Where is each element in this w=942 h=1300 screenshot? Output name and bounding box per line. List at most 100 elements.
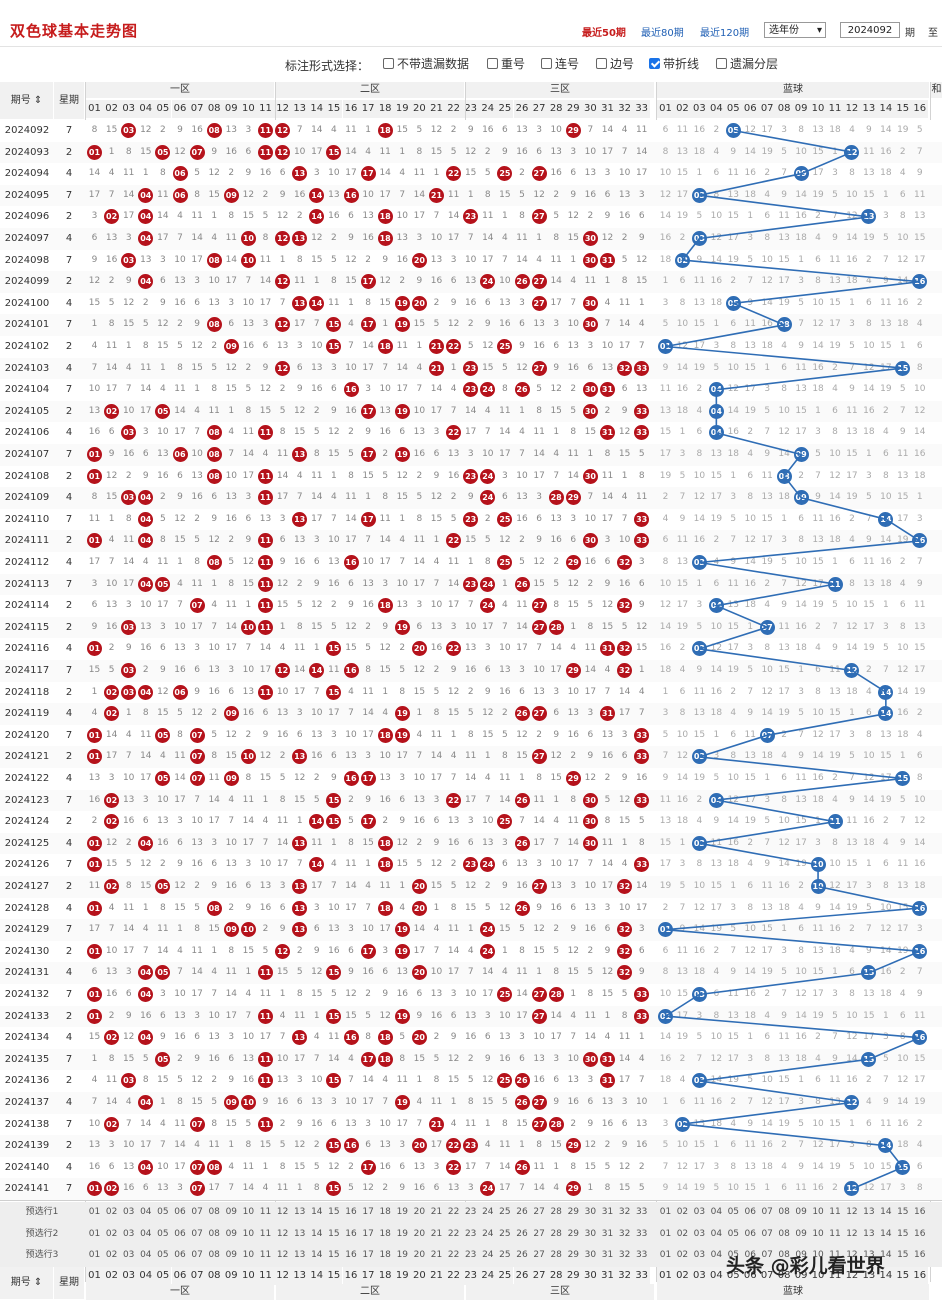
preset-cell[interactable]: 27 (533, 1228, 545, 1239)
preset-cell[interactable]: 17 (362, 1207, 374, 1217)
preset-cell[interactable]: 23 (464, 1228, 477, 1239)
preset-cell[interactable]: 01 (88, 1228, 101, 1239)
preset-cell[interactable]: 15 (328, 1250, 340, 1261)
option-2[interactable]: 重号 (487, 56, 525, 72)
col-issue-header[interactable]: 期号 ⇕ (0, 82, 53, 119)
preset-cell[interactable]: 12 (846, 1228, 858, 1239)
preset-cell[interactable]: 18 (379, 1228, 391, 1239)
preset-cell[interactable]: 33 (635, 1207, 648, 1217)
preset-cell[interactable]: 04 (710, 1228, 723, 1239)
preset-cell[interactable]: 26 (516, 1228, 528, 1239)
preset-cell[interactable]: 01 (659, 1228, 672, 1239)
preset-cell[interactable]: 16 (914, 1228, 926, 1239)
preset-cell[interactable]: 02 (676, 1228, 689, 1239)
preset-cell[interactable]: 22 (447, 1250, 460, 1261)
recent-120-link[interactable]: 最近120期 (700, 28, 750, 39)
preset-cell[interactable]: 18 (379, 1250, 391, 1261)
preset-cell[interactable]: 14 (880, 1207, 892, 1217)
preset-cell[interactable]: 18 (379, 1207, 391, 1217)
preset-cell[interactable]: 25 (499, 1207, 511, 1217)
preset-cell[interactable]: 08 (208, 1207, 220, 1217)
preset-cell[interactable]: 28 (550, 1207, 562, 1217)
preset-cell[interactable]: 13 (293, 1207, 306, 1217)
preset-cell[interactable]: 19 (396, 1228, 409, 1239)
preset-cell[interactable]: 14 (311, 1228, 323, 1239)
preset-cell[interactable]: 26 (516, 1250, 528, 1261)
recent-80-link[interactable]: 最近80期 (641, 28, 684, 39)
checkbox-icon[interactable] (383, 58, 394, 69)
preset-cell[interactable]: 03 (693, 1228, 706, 1239)
preset-cell[interactable]: 08 (778, 1228, 790, 1239)
preset-cell[interactable]: 10 (812, 1207, 824, 1217)
preset-cell[interactable]: 14 (311, 1207, 323, 1217)
preset-cell[interactable]: 03 (122, 1250, 135, 1261)
preset-cell[interactable]: 29 (567, 1207, 580, 1217)
preset-cell[interactable]: 19 (396, 1250, 409, 1261)
preset-cell[interactable]: 27 (533, 1207, 545, 1217)
preset-cell[interactable]: 06 (744, 1207, 756, 1217)
preset-cell[interactable]: 09 (795, 1207, 807, 1217)
preset-cell[interactable]: 07 (761, 1250, 773, 1261)
preset-cell[interactable]: 01 (88, 1250, 101, 1261)
preset-cell[interactable]: 32 (618, 1228, 631, 1239)
preset-cell[interactable]: 25 (499, 1250, 511, 1261)
option-5[interactable]: 带折线 (649, 56, 699, 72)
preset-cell[interactable]: 12 (846, 1207, 858, 1217)
preset-cell[interactable]: 06 (744, 1250, 756, 1261)
preset-cell[interactable]: 03 (693, 1250, 706, 1261)
preset-cell[interactable]: 29 (567, 1228, 580, 1239)
preset-cell[interactable]: 09 (225, 1250, 238, 1261)
preset-cell[interactable]: 04 (140, 1250, 152, 1261)
preset-cell[interactable]: 16 (345, 1250, 357, 1261)
preset-cell[interactable]: 07 (191, 1207, 203, 1217)
preset-cell[interactable]: 32 (618, 1207, 631, 1217)
preset-cell[interactable]: 24 (482, 1207, 494, 1217)
preset-cell[interactable]: 33 (635, 1228, 648, 1239)
preset-cell[interactable]: 07 (191, 1250, 203, 1261)
checkbox-icon[interactable] (596, 58, 607, 69)
preset-cell[interactable]: 11 (829, 1250, 841, 1261)
preset-cell[interactable]: 16 (345, 1228, 357, 1239)
preset-cell[interactable]: 22 (447, 1207, 460, 1217)
preset-cell[interactable]: 15 (328, 1207, 340, 1217)
preset-cell[interactable]: 06 (744, 1228, 756, 1239)
preset-cell[interactable]: 05 (157, 1207, 169, 1217)
preset-cell[interactable]: 12 (276, 1207, 289, 1217)
preset-cell[interactable]: 11 (829, 1228, 841, 1239)
preset-cell[interactable]: 04 (710, 1207, 723, 1217)
preset-cell[interactable]: 09 (225, 1228, 238, 1239)
preset-cell[interactable]: 13 (293, 1228, 306, 1239)
preset-cell[interactable]: 08 (208, 1228, 220, 1239)
preset-cell[interactable]: 11 (259, 1250, 272, 1261)
preset-cell[interactable]: 01 (659, 1250, 672, 1261)
preset-cell[interactable]: 12 (846, 1250, 858, 1261)
preset-cell[interactable]: 07 (191, 1228, 203, 1239)
preset-cell[interactable]: 14 (880, 1250, 892, 1261)
preset-cell[interactable]: 21 (430, 1207, 443, 1217)
preset-cell[interactable]: 02 (105, 1228, 118, 1239)
preset-cell[interactable]: 09 (225, 1207, 238, 1217)
preset-cell[interactable]: 31 (601, 1250, 614, 1261)
preset-cell[interactable]: 26 (516, 1207, 528, 1217)
preset-cell[interactable]: 17 (362, 1228, 374, 1239)
preset-cell[interactable]: 30 (584, 1228, 597, 1239)
preset-cell[interactable]: 24 (482, 1250, 494, 1261)
preset-cell[interactable]: 23 (464, 1207, 477, 1217)
checkbox-icon[interactable] (541, 58, 552, 69)
preset-cell[interactable]: 08 (778, 1250, 790, 1261)
preset-cell[interactable]: 30 (584, 1207, 597, 1217)
preset-cell[interactable]: 01 (88, 1207, 101, 1217)
preset-cell[interactable]: 17 (362, 1250, 374, 1261)
preset-cell[interactable]: 15 (897, 1207, 909, 1217)
preset-cell[interactable]: 23 (464, 1250, 477, 1261)
preset-cell[interactable]: 13 (863, 1228, 875, 1239)
preset-cell[interactable]: 31 (601, 1228, 614, 1239)
preset-cell[interactable]: 08 (208, 1250, 220, 1261)
preset-cell[interactable]: 02 (105, 1250, 118, 1261)
year-select[interactable]: 选年份 ▾ (764, 22, 826, 38)
preset-cell[interactable]: 19 (396, 1207, 409, 1217)
preset-cell[interactable]: 16 (345, 1207, 357, 1217)
checkbox-checked-icon[interactable] (649, 58, 660, 69)
option-1[interactable]: 不带遗漏数据 (383, 56, 469, 72)
preset-cell[interactable]: 06 (174, 1228, 186, 1239)
